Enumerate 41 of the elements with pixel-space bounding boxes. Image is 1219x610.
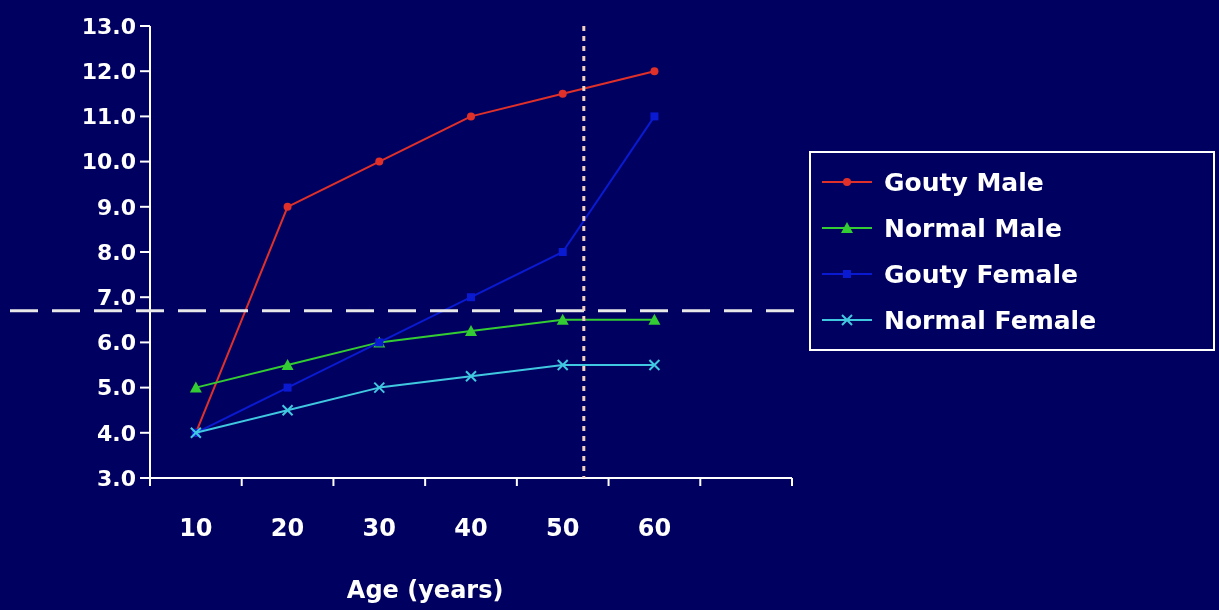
x-tick-label: 40: [454, 514, 488, 542]
point: [648, 359, 661, 371]
point: [281, 359, 294, 370]
y-tick-label: 12.0: [81, 58, 136, 84]
x-axis-title: Age (years): [346, 576, 504, 604]
legend-label: Normal Female: [884, 305, 1097, 335]
y-tick-label: 5.0: [97, 375, 136, 401]
point: [650, 112, 659, 121]
point: [283, 202, 292, 211]
x-tick-label: 60: [637, 514, 672, 542]
point: [650, 67, 659, 76]
y-tick-label: 10.0: [81, 149, 136, 175]
y-tick-label: 3.0: [97, 465, 136, 491]
point: [189, 381, 202, 393]
point: [375, 157, 384, 166]
point: [465, 325, 477, 337]
y-tick-label: 9.0: [97, 194, 136, 220]
y-tick-label: 6.0: [97, 330, 136, 356]
point: [467, 293, 475, 302]
point: [648, 313, 661, 325]
y-tick-label: 8.0: [97, 239, 136, 265]
y-tick-label: 7.0: [97, 284, 136, 310]
point: [283, 383, 292, 392]
x-tick-label: 50: [546, 514, 580, 542]
y-tick-label: 13.0: [81, 13, 136, 39]
legend-label: Gouty Female: [884, 259, 1078, 289]
point: [465, 370, 477, 383]
point: [558, 248, 567, 256]
point: [558, 89, 567, 98]
point: [467, 112, 475, 121]
x-tick-label: 30: [362, 514, 396, 542]
legend-label: Gouty Male: [884, 167, 1044, 197]
y-tick-label: 4.0: [97, 420, 136, 446]
x-tick-label: 20: [270, 514, 305, 542]
point: [373, 381, 386, 394]
y-tick-label: 11.0: [81, 104, 136, 130]
legend-label: Normal Male: [884, 213, 1062, 243]
point: [556, 313, 569, 325]
x-tick-label: 10: [179, 514, 213, 542]
point: [281, 404, 294, 417]
point: [556, 359, 569, 371]
